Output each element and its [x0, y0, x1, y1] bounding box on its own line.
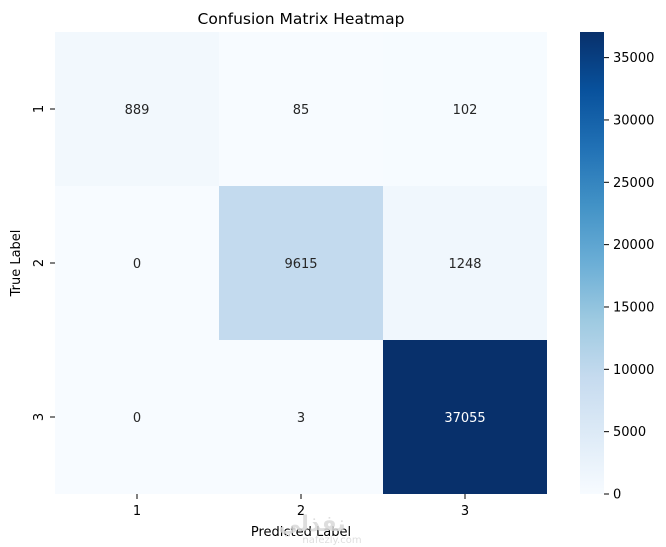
x-tick-label-1: 1 — [133, 504, 141, 519]
cell-value-r1-c2: 85 — [293, 103, 310, 118]
colorbar-tick-label-5000: 5000 — [613, 425, 646, 440]
y-tick-label-1: 1 — [32, 105, 47, 113]
cell-value-r1-c1: 889 — [125, 103, 150, 118]
colorbar-tick-label-10000: 10000 — [613, 363, 654, 378]
cell-value-r3-c2: 3 — [297, 411, 305, 426]
colorbar-tick-label-25000: 25000 — [613, 176, 654, 191]
heatmap-cell-r1-c3 — [383, 32, 547, 186]
cell-value-r2-c1: 0 — [133, 257, 141, 272]
watermark-url: nafezly.com — [302, 535, 361, 546]
y-axis-ticks: 1 2 3 — [32, 105, 55, 421]
x-tick-label-2: 2 — [297, 504, 305, 519]
cell-value-r3-c1: 0 — [133, 411, 141, 426]
colorbar-tick-label-15000: 15000 — [613, 300, 654, 315]
colorbar-ticks: 0 5000 10000 15000 20000 25000 30000 35000 — [604, 51, 654, 503]
x-tick-label-3: 3 — [461, 504, 469, 519]
cell-value-r3-c3: 37055 — [444, 411, 485, 426]
colorbar-tick-label-35000: 35000 — [613, 51, 654, 66]
colorbar-tick-label-0: 0 — [613, 488, 621, 503]
heatmap-cell-r2-c1 — [55, 186, 219, 340]
colorbar-tick-label-20000: 20000 — [613, 238, 654, 253]
heatmap-cell-r1-c1 — [55, 32, 219, 186]
colorbar-tick-label-30000: 30000 — [613, 113, 654, 128]
heatmap-cell-r3-c3 — [383, 340, 547, 494]
heatmap-cell-r3-c1 — [55, 340, 219, 494]
cell-value-r1-c3: 102 — [453, 103, 478, 118]
heatmap-cell-r2-c3 — [383, 186, 547, 340]
cell-value-r2-c3: 1248 — [448, 257, 481, 272]
cell-value-r2-c2: 9615 — [284, 257, 317, 272]
watermark-text: نفذلي — [278, 512, 345, 537]
heatmap-cell-r3-c2 — [219, 340, 383, 494]
heatmap-cell-r2-c2 — [219, 186, 383, 340]
heatmap-value-labels: 889 85 102 0 9615 1248 0 3 37055 — [125, 103, 486, 426]
x-axis-ticks: 1 2 3 — [133, 494, 469, 519]
y-tick-label-3: 3 — [32, 413, 47, 421]
y-axis-title: True Label — [9, 230, 24, 298]
watermark-logo: نفذلي nafezly.com — [278, 512, 361, 546]
heatmap-cells — [55, 32, 547, 494]
colorbar — [580, 32, 604, 494]
heatmap-cell-r1-c2 — [219, 32, 383, 186]
chart-title: Confusion Matrix Heatmap — [198, 10, 405, 28]
y-tick-label-2: 2 — [32, 259, 47, 267]
x-axis-title: Predicted Label — [251, 525, 351, 540]
